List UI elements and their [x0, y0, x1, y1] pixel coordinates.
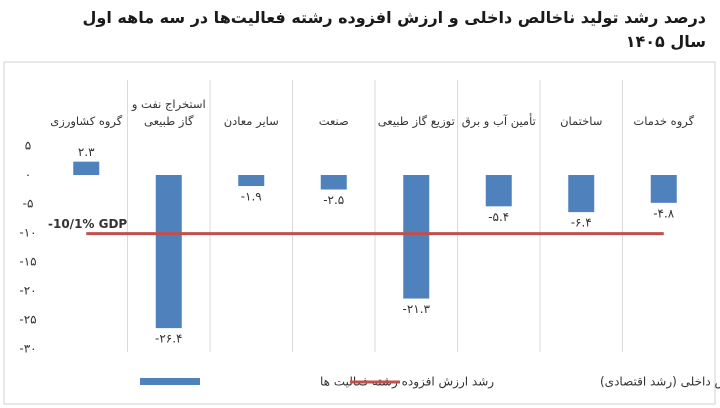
value-label: -۴.۸: [653, 206, 675, 220]
y-tick-label: -۲۵: [19, 313, 36, 327]
bar: [73, 161, 100, 175]
x-tick-label: صنعت: [318, 114, 349, 128]
value-label: ۲.۳: [78, 145, 95, 159]
chart-frame: [3, 61, 716, 405]
x-tick-label: گروه خدمات: [633, 114, 695, 128]
x-tick-label: گروه کشاورزی: [50, 114, 123, 128]
bar: [155, 175, 182, 329]
legend-label: رشد محصول ناخالص داخلی (رشد اقتصادی): [600, 375, 720, 390]
x-tick-label: استخراج نفت و گاز طبیعی: [131, 97, 206, 128]
y-tick-label: ۵: [25, 139, 31, 153]
legend-swatch: [140, 378, 200, 385]
value-label: -۲۶.۴: [155, 332, 182, 346]
chart-title: درصد رشد تولید ناخالص داخلی و ارزش افزود…: [82, 8, 706, 51]
bar: [320, 175, 347, 190]
y-tick-label: ۰: [25, 168, 31, 182]
annotation: -10/1% GDP: [48, 217, 127, 231]
bar: [403, 175, 430, 299]
y-tick-label: -۱۵: [19, 255, 36, 269]
bar: [238, 175, 265, 187]
y-tick-label: -۳۰: [19, 342, 36, 356]
value-label: -۱.۹: [241, 190, 262, 204]
bar: [650, 175, 677, 203]
y-tick-label: -۵: [23, 197, 34, 211]
x-tick-label: سایر معادن: [223, 114, 279, 128]
value-label: -۵.۴: [488, 210, 509, 224]
x-tick-label: توزیع گاز طبیعی: [377, 114, 455, 128]
x-tick-label: تأمین آب و برق: [461, 114, 536, 128]
value-label: -۲.۵: [323, 193, 344, 207]
value-label: -۲۱.۳: [403, 302, 431, 316]
y-tick-label: -۱۰: [19, 226, 36, 240]
y-tick-label: -۲۰: [19, 284, 36, 298]
value-label: -۶.۴: [571, 216, 592, 230]
bar: [568, 175, 595, 213]
bar: [485, 175, 512, 207]
legend-label: رشد ارزش افزوده رشته فعالیت ها: [320, 375, 494, 390]
x-tick-label: ساختمان: [560, 114, 603, 128]
